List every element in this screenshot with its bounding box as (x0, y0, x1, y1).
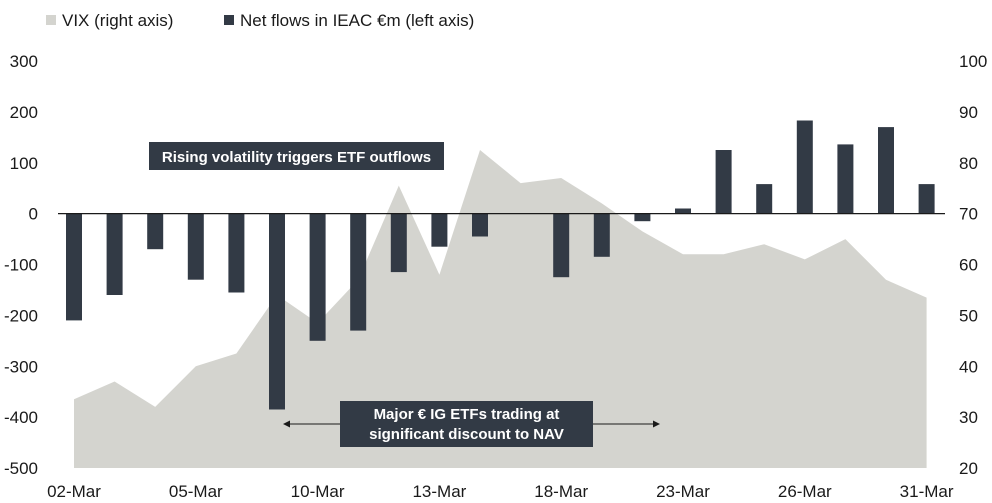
left-tick-label: 300 (10, 52, 38, 71)
legend-label-vix: VIX (right axis) (62, 11, 173, 30)
flow-bar (675, 208, 691, 214)
right-tick-label: 40 (959, 357, 978, 376)
right-axis-tick-labels: 100 90 80 70 60 50 40 30 20 (959, 52, 987, 478)
left-tick-label: -200 (4, 306, 38, 325)
annotation-box (149, 142, 444, 170)
arrow-head-left-icon (283, 420, 290, 428)
legend-label-flows: Net flows in IEAC €m (left axis) (240, 11, 474, 30)
legend-swatch-vix (46, 15, 56, 25)
right-tick-label: 90 (959, 103, 978, 122)
annotation-line-2: significant discount to NAV (369, 426, 564, 443)
flow-bar (878, 127, 894, 214)
x-tick-label: 13-Mar (412, 482, 466, 501)
x-tick-label: 23-Mar (656, 482, 710, 501)
left-tick-label: -100 (4, 256, 38, 275)
x-tick-label: 31-Mar (900, 482, 954, 501)
flow-bar (553, 213, 570, 278)
annotation-discount-to-nav: Major € IG ETFs trading at significant d… (283, 401, 660, 447)
vix-area-layer (74, 150, 927, 468)
flow-bar (66, 213, 82, 321)
flow-bar (715, 150, 732, 214)
flow-bar (593, 213, 610, 257)
vix-area (74, 150, 927, 468)
left-tick-label: -300 (4, 357, 38, 376)
flow-bar (228, 213, 245, 293)
x-tick-label: 02-Mar (47, 482, 101, 501)
flow-bar (634, 213, 651, 222)
right-tick-label: 100 (959, 52, 987, 71)
left-tick-label: 0 (29, 205, 38, 224)
flow-bars-layer (66, 120, 935, 410)
annotation-text: Rising volatility triggers ETF outflows (162, 149, 431, 166)
flow-bar (187, 213, 204, 280)
flow-bar (350, 213, 367, 331)
arrow-head-right-icon (653, 420, 660, 428)
flow-bar (106, 213, 123, 295)
legend: VIX (right axis) Net flows in IEAC €m (l… (46, 11, 474, 30)
left-tick-label: 100 (10, 154, 38, 173)
annotation-rising-volatility: Rising volatility triggers ETF outflows (149, 142, 444, 170)
annotation-box (340, 401, 593, 447)
x-tick-label: 05-Mar (169, 482, 223, 501)
legend-swatch-flows (224, 15, 234, 25)
x-tick-label: 26-Mar (778, 482, 832, 501)
flow-bar (796, 120, 813, 214)
right-tick-label: 50 (959, 306, 978, 325)
left-tick-label: -500 (4, 459, 38, 478)
right-tick-label: 20 (959, 459, 978, 478)
right-tick-label: 60 (959, 256, 978, 275)
right-tick-label: 70 (959, 205, 978, 224)
flow-bar (472, 213, 488, 237)
flow-bar (756, 184, 773, 214)
flow-bar (918, 184, 935, 214)
flow-bar (837, 144, 854, 214)
flow-bar (309, 213, 326, 341)
left-tick-label: -400 (4, 408, 38, 427)
x-axis-tick-labels: 02-Mar 05-Mar 10-Mar 13-Mar 18-Mar 23-Mar 26-M… (47, 482, 954, 501)
left-axis-tick-labels: 300 200 100 0 -100 -200 -300 -400 -500 (4, 52, 38, 478)
flow-bar (390, 213, 407, 273)
flow-bar (147, 213, 164, 250)
flow-bar (269, 213, 285, 410)
flow-bar (431, 213, 448, 247)
left-tick-label: 200 (10, 103, 38, 122)
x-tick-label: 10-Mar (291, 482, 345, 501)
x-tick-label: 18-Mar (534, 482, 588, 501)
right-tick-label: 30 (959, 408, 978, 427)
annotation-line-1: Major € IG ETFs trading at (374, 406, 560, 423)
right-tick-label: 80 (959, 154, 978, 173)
